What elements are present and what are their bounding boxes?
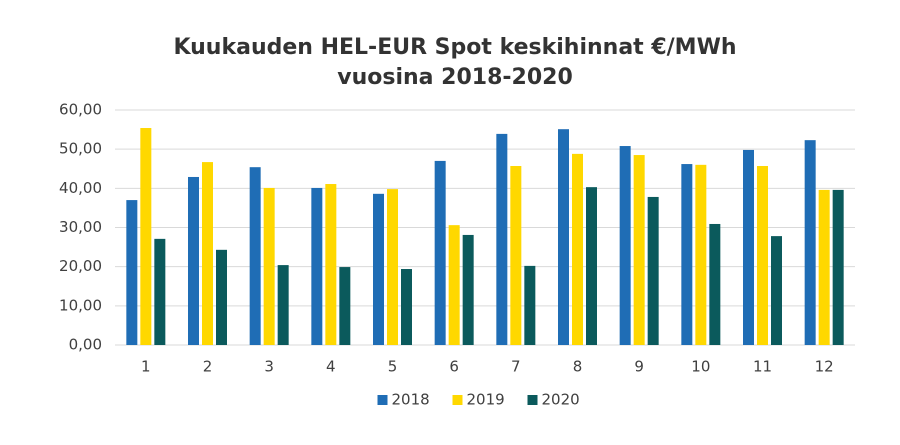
bar: [681, 164, 693, 345]
x-tick-label: 12: [815, 358, 834, 376]
bar: [586, 187, 597, 345]
bar: [832, 189, 844, 345]
bar: [140, 128, 152, 345]
bar: [743, 149, 754, 345]
bar: [325, 184, 337, 345]
y-tick-label: 20,00: [59, 257, 102, 275]
legend-swatch: [527, 395, 538, 405]
bar: [263, 187, 275, 345]
bar: [188, 176, 199, 345]
x-tick-label: 7: [511, 358, 521, 376]
bar: [496, 133, 508, 345]
bar: [311, 187, 323, 345]
bar: [709, 223, 721, 345]
chart-title: Kuukauden HEL-EUR Spot keskihinnat €/MWh: [173, 35, 736, 60]
y-tick-label: 40,00: [59, 179, 102, 197]
x-tick-label: 8: [573, 358, 583, 376]
legend-label: 2019: [467, 391, 505, 409]
bar: [647, 196, 659, 345]
legend-swatch: [452, 395, 463, 405]
bar: [216, 249, 227, 345]
legend-label: 2018: [392, 391, 430, 409]
bar: [277, 265, 289, 345]
y-tick-label: 60,00: [59, 101, 102, 119]
x-tick-label: 10: [691, 358, 710, 376]
bar: [619, 146, 631, 345]
chart-title: vuosina 2018-2020: [337, 65, 573, 90]
bar: [126, 200, 138, 345]
bar: [524, 265, 536, 345]
bar: [572, 153, 583, 345]
bar: [510, 166, 522, 345]
y-tick-label: 0,00: [69, 336, 102, 354]
bar: [373, 193, 384, 345]
bar: [401, 269, 412, 345]
bar: [633, 155, 645, 345]
bar: [202, 162, 213, 345]
x-tick-label: 2: [203, 358, 213, 376]
x-tick-label: 11: [753, 358, 772, 376]
bar: [339, 267, 351, 345]
bar: [804, 140, 816, 345]
bar: [695, 164, 707, 345]
bar: [771, 236, 782, 345]
y-tick-label: 30,00: [59, 218, 102, 236]
bar: [757, 166, 768, 345]
y-tick-label: 10,00: [59, 296, 102, 314]
x-tick-label: 9: [634, 358, 644, 376]
x-tick-label: 5: [388, 358, 398, 376]
x-tick-label: 3: [264, 358, 274, 376]
y-tick-label: 50,00: [59, 140, 102, 158]
x-tick-label: 4: [326, 358, 336, 376]
bar: [558, 129, 569, 345]
legend-swatch: [377, 395, 388, 405]
legend-label: 2020: [542, 391, 580, 409]
bar: [154, 238, 166, 345]
x-tick-label: 6: [449, 358, 459, 376]
x-tick-label: 1: [141, 358, 151, 376]
bar: [818, 189, 830, 345]
bar: [448, 225, 460, 345]
bar: [462, 234, 474, 345]
bar: [249, 167, 261, 345]
bar: [434, 160, 446, 345]
bar: [387, 189, 398, 345]
